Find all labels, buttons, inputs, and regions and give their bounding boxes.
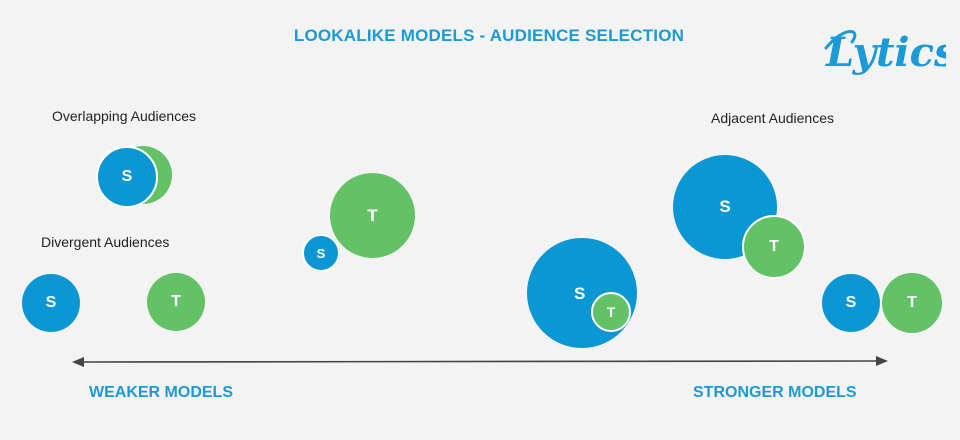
logo-text: Lytics	[825, 29, 946, 76]
weak-target-circle: T	[330, 173, 415, 258]
adjacent-source-letter: S	[719, 197, 731, 216]
overlapping-source-circle: S	[96, 146, 158, 208]
divergent-source-circle: S	[22, 274, 80, 332]
weak-source-letter: S	[316, 245, 326, 261]
containing-source-letter: S	[574, 284, 586, 303]
contained-target-letter: T	[606, 304, 616, 320]
strong-target-letter: T	[907, 294, 917, 311]
weaker-models-label: WEAKER MODELS	[89, 384, 233, 401]
page-title: LOOKALIKE MODELS - AUDIENCE SELECTION	[293, 26, 685, 45]
divergent-target-letter: T	[171, 293, 181, 310]
model-strength-axis	[72, 356, 888, 367]
stronger-models-label: STRONGER MODELS	[693, 384, 857, 401]
adjacent-target-letter: T	[769, 238, 779, 255]
label-overlapping-audiences: Overlapping Audiences	[52, 108, 196, 124]
label-divergent-audiences: Divergent Audiences	[41, 234, 170, 250]
adjacent-target-circle: T	[742, 215, 806, 279]
weak-source-circle: S	[302, 234, 340, 272]
weak-target-letter: T	[367, 205, 378, 225]
label-adjacent-audiences: Adjacent Audiences	[711, 110, 834, 126]
strong-source-letter: S	[845, 294, 857, 311]
overlapping-source-letter: S	[121, 168, 133, 185]
strong-target-circle: T	[882, 273, 942, 333]
strong-source-circle: S	[822, 274, 880, 332]
divergent-target-circle: T	[147, 273, 205, 331]
containing-source-circle: S	[527, 238, 637, 348]
lytics-logo: Lytics	[824, 29, 946, 76]
divergent-source-letter: S	[45, 294, 57, 311]
contained-target-circle: T	[591, 292, 631, 332]
